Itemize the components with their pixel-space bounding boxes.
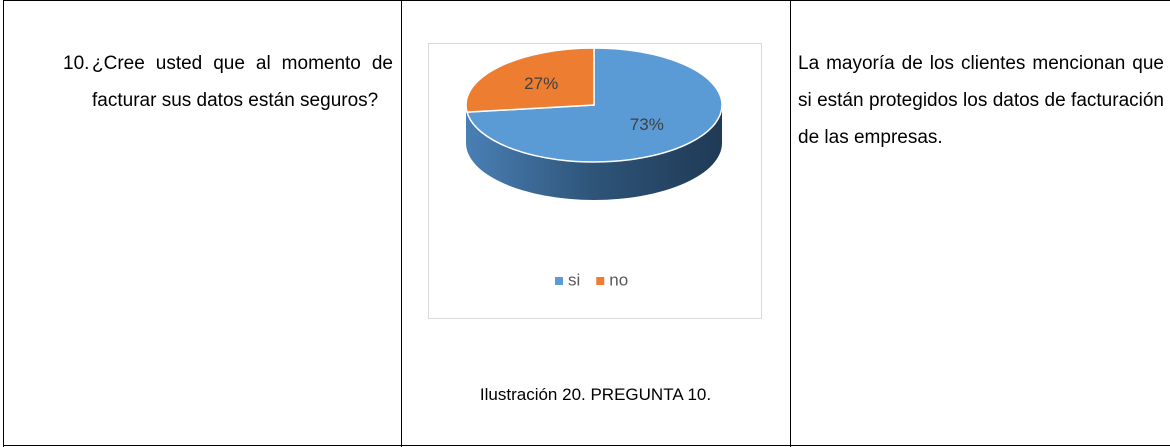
table-border [790,0,791,447]
question: 10. ¿Cree usted que al momento de factur… [63,45,393,119]
pie-slice [465,47,595,113]
question-number: 10. [63,53,90,74]
legend-label: si [568,270,580,289]
table-border [3,0,4,447]
table-border [401,0,402,447]
answer: La mayoría de los clientes mencionan que… [798,53,1164,148]
caption: Ilustración 20. PREGUNTA 10. [479,385,712,404]
chart: 73% 27% si no [428,43,762,319]
legend-swatch [555,277,563,285]
table-border [3,445,1170,446]
legend-swatch [596,277,605,285]
legend-label: no [609,270,628,289]
data-label: 73% [630,115,664,134]
question-text: ¿Cree usted que al momento de facturar s… [92,53,393,111]
pie-side [466,105,722,200]
data-label: 27% [524,74,558,93]
table-border [3,0,1170,1]
